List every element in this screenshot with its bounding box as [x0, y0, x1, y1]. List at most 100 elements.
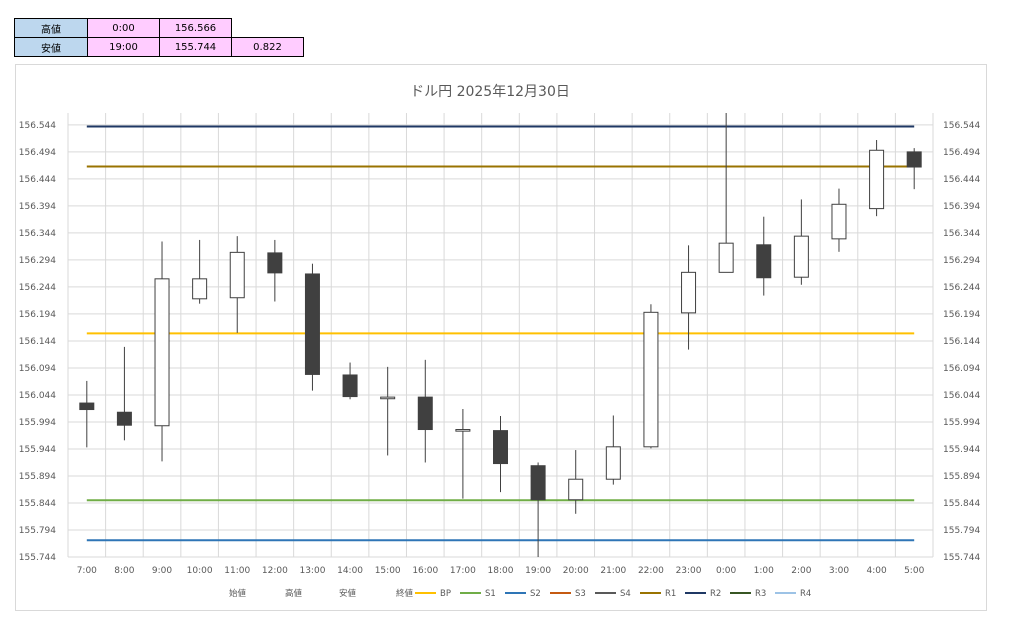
y-tick-label-right: 156.244: [943, 283, 980, 293]
high-time: 0:00: [87, 18, 160, 38]
y-tick-label-left: 156.394: [19, 202, 56, 212]
candle-body: [530, 465, 546, 501]
y-tick-label-right: 155.944: [943, 445, 980, 455]
candle-body: [342, 374, 358, 398]
candles: [79, 113, 922, 557]
candle-body: [568, 478, 584, 501]
legend: 始値 高値 安値 終値 BP S1 S2 S3 S4 R1 R2 R3 R4: [229, 588, 811, 599]
x-tick-label: 16:00: [412, 566, 438, 576]
summary-table: 高値 0:00 156.566 安値 19:00 155.744 0.822: [14, 18, 304, 57]
low-time: 19:00: [87, 37, 160, 57]
y-tick-label-left: 156.444: [19, 175, 56, 185]
legend-line-label: S4: [620, 589, 631, 599]
candle-body: [718, 242, 734, 273]
candle-body: [493, 430, 508, 465]
high-value: 156.566: [159, 18, 232, 38]
x-tick-label: 11:00: [224, 566, 250, 576]
candle-body: [79, 402, 95, 411]
high-label: 高値: [14, 18, 88, 38]
x-tick-label: 10:00: [187, 566, 213, 576]
y-tick-label-right: 155.994: [943, 418, 980, 428]
candle-body: [831, 203, 847, 240]
legend-line-label: R3: [755, 589, 766, 599]
y-tick-label-left: 156.094: [19, 364, 56, 374]
x-tick-label: 9:00: [152, 566, 172, 576]
chart-title: ドル円 2025年12月30日: [410, 84, 570, 100]
x-tick-label: 2:00: [791, 566, 811, 576]
y-tick-label-left: 155.794: [19, 526, 56, 536]
y-tick-label-right: 155.794: [943, 526, 980, 536]
y-tick-label-left: 156.344: [19, 229, 56, 239]
x-tick-label: 23:00: [676, 566, 702, 576]
x-tick-label: 0:00: [716, 566, 736, 576]
summary-high-row: 高値 0:00 156.566: [14, 18, 304, 38]
x-tick-label: 15:00: [375, 566, 401, 576]
x-tick-label: 17:00: [450, 566, 476, 576]
x-tick-label: 13:00: [299, 566, 325, 576]
y-tick-label-right: 156.494: [943, 148, 980, 158]
candle-body: [304, 273, 320, 375]
y-tick-label-right: 156.044: [943, 391, 980, 401]
legend-line-label: S1: [485, 589, 496, 599]
legend-line-label: R4: [800, 589, 811, 599]
candle-body: [380, 396, 396, 400]
chart-area: ドル円 2025年12月30日 156.544 156.544 156.494 156…: [15, 64, 987, 611]
legend-ohlc-item: 高値: [285, 588, 303, 599]
y-tick-label-left: 155.994: [19, 418, 56, 428]
candle-body: [605, 446, 621, 480]
range-value: 0.822: [231, 37, 304, 57]
y-tick-label-right: 156.144: [943, 337, 980, 347]
legend-line-label: S3: [575, 589, 586, 599]
y-tick-label-left: 156.144: [19, 337, 56, 347]
candle-body: [455, 429, 471, 432]
x-tick-label: 12:00: [262, 566, 288, 576]
x-tick-label: 14:00: [337, 566, 363, 576]
legend-line-label: R2: [710, 589, 721, 599]
level-lines: [86, 125, 915, 542]
low-value: 155.744: [159, 37, 232, 57]
x-tick-label: 7:00: [77, 566, 97, 576]
summary-blank-cell: [232, 19, 304, 38]
y-tick-label-left: 156.194: [19, 310, 56, 320]
y-tick-label-left: 155.744: [19, 553, 56, 563]
candle-body: [906, 151, 922, 168]
legend-line-label: S2: [530, 589, 541, 599]
candle-body: [643, 311, 659, 448]
y-tick-label-left: 155.894: [19, 472, 56, 482]
x-tick-label: 5:00: [904, 566, 924, 576]
y-tick-label-right: 156.294: [943, 256, 980, 266]
legend-line-label: BP: [440, 589, 451, 599]
legend-ohlc-item: 終値: [396, 588, 414, 599]
x-tick-label: 3:00: [829, 566, 849, 576]
y-tick-label-right: 156.444: [943, 175, 980, 185]
y-tick-label-right: 156.544: [943, 121, 980, 131]
y-tick-label-left: 156.494: [19, 148, 56, 158]
y-tick-label-left: 156.044: [19, 391, 56, 401]
candle-body: [154, 278, 170, 427]
x-tick-label: 8:00: [114, 566, 134, 576]
y-tick-label-right: 156.094: [943, 364, 980, 374]
x-tick-label: 22:00: [638, 566, 664, 576]
y-tick-label-right: 156.344: [943, 229, 980, 239]
x-tick-label: 1:00: [754, 566, 774, 576]
y-tick-label-right: 155.744: [943, 553, 980, 563]
candle-body: [869, 149, 885, 210]
y-tick-label-left: 156.294: [19, 256, 56, 266]
low-label: 安値: [14, 37, 88, 57]
x-tick-label: 4:00: [866, 566, 886, 576]
y-tick-label-right: 156.194: [943, 310, 980, 320]
x-tick-label: 18:00: [488, 566, 514, 576]
y-tick-label-left: 155.944: [19, 445, 56, 455]
y-tick-label-right: 156.394: [943, 202, 980, 212]
x-tick-label: 21:00: [600, 566, 626, 576]
summary-low-row: 安値 19:00 155.744 0.822: [14, 37, 304, 57]
y-tick-label-right: 155.894: [943, 472, 980, 482]
candle-body: [116, 411, 132, 426]
legend-ohlc-item: 安値: [339, 588, 357, 599]
x-tick-label: 19:00: [525, 566, 551, 576]
candle-body: [267, 252, 283, 274]
y-tick-label-left: 156.544: [19, 121, 56, 131]
x-tick-label: 20:00: [563, 566, 589, 576]
axes: 156.544 156.544 156.494 156.494 156.444 156.4…: [19, 121, 981, 576]
